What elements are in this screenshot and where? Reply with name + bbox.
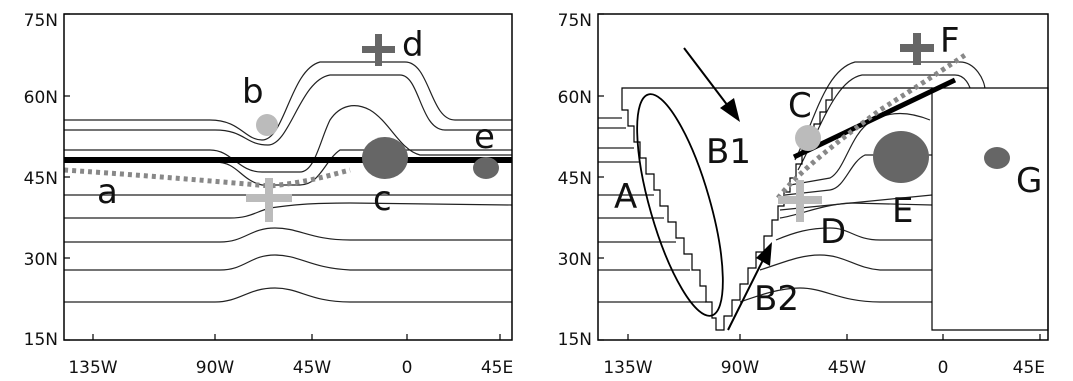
right-xtick-45e: 45E <box>1013 358 1045 378</box>
left-label-c: c <box>373 179 392 219</box>
right-ytick-15n: 15N <box>558 330 592 350</box>
right-arrow-b2 <box>727 242 772 331</box>
right-contour-e8 <box>759 254 932 271</box>
right-contour-e4 <box>784 154 932 196</box>
left-label-d: d <box>402 25 424 65</box>
left-contour-6 <box>64 202 513 219</box>
right-contour-e7 <box>775 227 932 241</box>
left-ytick-75n: 75N <box>24 11 58 31</box>
left-x-ticks <box>92 334 501 340</box>
right-plus-f <box>900 33 934 65</box>
left-marker-b <box>256 114 278 136</box>
left-xtick-90w: 90W <box>196 358 235 378</box>
right-contours-west <box>598 117 706 303</box>
right-marker-e <box>873 131 929 183</box>
right-marker-g <box>984 147 1010 169</box>
left-label-b: b <box>242 72 264 112</box>
right-east-box <box>931 87 1049 331</box>
left-ytick-60n: 60N <box>24 88 58 108</box>
right-thick-line <box>792 77 957 160</box>
right-ellipse-a <box>636 93 724 317</box>
left-marker-e <box>473 157 499 179</box>
left-label-e: e <box>474 117 495 157</box>
right-dotted-line <box>776 52 967 200</box>
right-label-b2: B2 <box>754 279 799 319</box>
left-ytick-45n: 45N <box>24 169 58 189</box>
right-label-f: F <box>940 21 960 61</box>
right-x-ticks <box>627 334 1041 340</box>
right-label-b1: B1 <box>706 132 751 172</box>
left-marker-c <box>362 137 408 179</box>
left-contour-1 <box>64 61 512 141</box>
right-marker-c <box>795 125 821 151</box>
right-arrow-b1 <box>683 47 740 122</box>
right-label-c: C <box>788 86 812 126</box>
left-contour-2 <box>64 74 512 146</box>
left-contour-7 <box>64 227 512 243</box>
left-dotted-line <box>63 167 351 189</box>
left-contour-9 <box>64 287 512 303</box>
left-plus-light <box>246 178 292 222</box>
left-panel: a b c d e 75N 60N 45N 30N 15N 135W 90W <box>24 11 514 378</box>
right-contour-e5 <box>779 194 933 211</box>
right-contour-e6 <box>779 202 933 219</box>
left-contour-3 <box>64 105 512 173</box>
left-y-ticks <box>64 13 70 341</box>
right-xtick-90w: 90W <box>721 358 760 378</box>
left-plus-d <box>362 34 395 66</box>
right-xtick-45w: 45W <box>828 358 867 378</box>
left-ytick-15n: 15N <box>24 330 58 350</box>
right-label-d: D <box>820 212 846 252</box>
right-label-a: A <box>614 177 637 217</box>
right-y-ticks <box>598 13 604 341</box>
right-panel: A B1 B2 C D E F G 75N 60N 45N 30N 15N <box>558 11 1049 378</box>
left-label-a: a <box>97 172 118 212</box>
left-xtick-45e: 45E <box>481 358 513 378</box>
right-contours-east <box>739 61 986 303</box>
right-ytick-45n: 45N <box>558 169 592 189</box>
right-plus-light <box>778 180 822 222</box>
left-ytick-30n: 30N <box>24 250 58 270</box>
left-xtick-0: 0 <box>402 358 413 378</box>
right-xtick-135w: 135W <box>603 358 652 378</box>
right-label-g: G <box>1016 161 1042 201</box>
left-contour-8 <box>64 254 512 271</box>
right-ytick-75n: 75N <box>558 11 592 31</box>
left-xtick-135w: 135W <box>68 358 117 378</box>
left-xtick-45w: 45W <box>293 358 332 378</box>
right-contour-e9 <box>739 287 932 303</box>
right-ytick-30n: 30N <box>558 250 592 270</box>
right-ytick-60n: 60N <box>558 88 592 108</box>
right-label-e: E <box>892 191 913 231</box>
right-xtick-0: 0 <box>938 358 949 378</box>
